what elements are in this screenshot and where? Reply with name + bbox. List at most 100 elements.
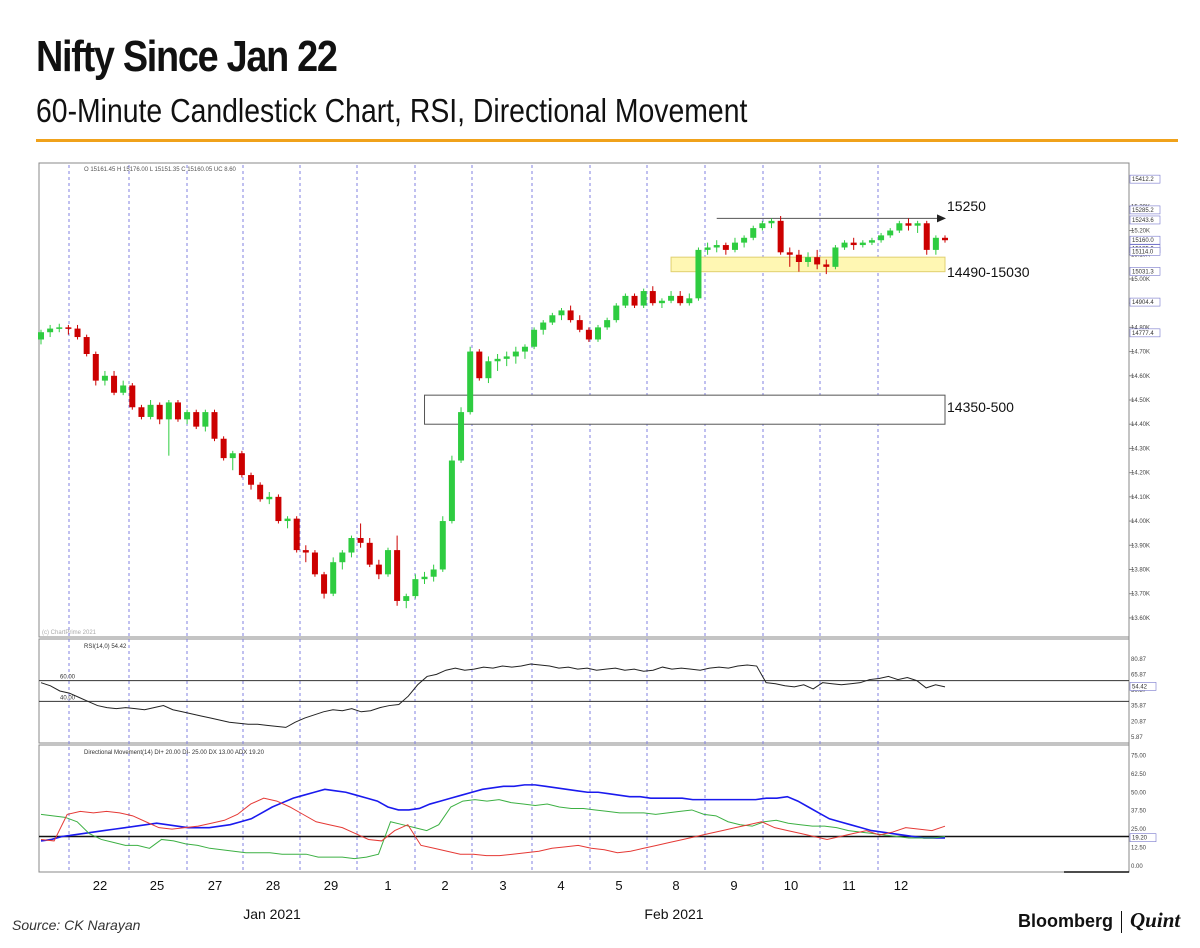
price-marker-label: 14904.4 xyxy=(1132,300,1154,306)
price-tick-label: 15.20K xyxy=(1131,229,1150,235)
candle xyxy=(366,542,373,565)
price-tick-label: 15.10K xyxy=(1131,253,1150,259)
dm-series-di xyxy=(40,797,946,857)
dm-title: Directional Movement(14) DI+ 20.00 DI- 2… xyxy=(84,750,265,756)
candle xyxy=(649,291,656,304)
dm-series-di xyxy=(40,799,946,860)
candle xyxy=(330,562,337,594)
candle xyxy=(521,346,528,352)
annotation-zone-lower-label: 14350-500 xyxy=(947,399,1014,415)
candle xyxy=(695,249,702,299)
x-tick-label: 12 xyxy=(894,878,908,893)
annotation-resistance-label: 15250 xyxy=(947,198,986,214)
candle xyxy=(595,327,602,340)
rsi-tick-label: 20.87 xyxy=(1131,719,1147,725)
price-tick-label: 14.80K xyxy=(1131,325,1150,331)
candle xyxy=(859,242,866,246)
candle xyxy=(156,404,163,420)
candle xyxy=(485,361,492,379)
candle xyxy=(631,295,638,306)
candle xyxy=(120,385,127,393)
price-tick-label: 14.10K xyxy=(1131,495,1150,501)
candle xyxy=(722,245,729,250)
candle xyxy=(731,242,738,250)
candle xyxy=(622,295,629,306)
x-tick-label: 2 xyxy=(441,878,448,893)
price-marker-label: 15031.3 xyxy=(1132,269,1154,275)
candle xyxy=(558,310,565,316)
x-tick-label: 27 xyxy=(208,878,222,893)
candle xyxy=(467,351,474,413)
candle xyxy=(101,375,108,381)
dm-series-adx xyxy=(40,784,945,842)
price-tick-label: 14.20K xyxy=(1131,471,1150,477)
rsi-tick-label: 35.87 xyxy=(1131,704,1147,710)
price-marker-label: 15412.2 xyxy=(1132,177,1154,183)
price-marker xyxy=(1129,328,1161,338)
candle xyxy=(576,320,583,330)
month-label-jan: Jan 2021 xyxy=(243,906,301,922)
chart-watermark: (c) ChartPrime 2021 xyxy=(42,630,97,636)
chart-subtitle: 60-Minute Candlestick Chart, RSI, Direct… xyxy=(36,92,748,129)
candle xyxy=(567,310,574,321)
candle xyxy=(640,291,647,306)
candle xyxy=(823,264,830,267)
candle xyxy=(585,329,592,340)
candle xyxy=(887,230,894,236)
price-marker xyxy=(1129,297,1161,307)
candle xyxy=(759,223,766,229)
candle xyxy=(174,402,181,420)
price-marker xyxy=(1129,205,1161,215)
candle xyxy=(202,412,209,427)
rsi-panel xyxy=(38,638,1130,744)
candle xyxy=(841,242,848,248)
candle xyxy=(275,496,282,522)
candle xyxy=(668,295,675,301)
candle xyxy=(741,237,748,243)
brand-logo: Bloomberg Quint xyxy=(1018,908,1180,934)
candle xyxy=(220,438,227,459)
candle xyxy=(238,453,245,476)
candle xyxy=(439,521,446,570)
dm-tick-label: 37.50 xyxy=(1131,809,1147,815)
candle xyxy=(430,569,437,577)
dm-tick-label: 12.50 xyxy=(1131,846,1147,852)
candle xyxy=(257,484,264,500)
candle xyxy=(357,538,364,543)
candle xyxy=(375,564,382,575)
x-tick-label: 11 xyxy=(842,878,856,893)
price-tick-label: 14.00K xyxy=(1131,519,1150,525)
candle xyxy=(394,550,401,601)
x-tick-label: 29 xyxy=(324,878,338,893)
candle xyxy=(531,329,538,347)
price-marker xyxy=(1129,247,1161,256)
candle xyxy=(768,220,775,224)
candle xyxy=(184,412,191,420)
candle xyxy=(74,328,81,338)
price-tick-label: 13.90K xyxy=(1131,543,1150,549)
candle xyxy=(750,228,757,238)
candle xyxy=(658,300,665,304)
candle xyxy=(83,337,90,354)
candle xyxy=(923,223,930,250)
candle xyxy=(686,298,693,304)
candle xyxy=(850,242,857,246)
candle xyxy=(229,453,236,459)
price-tick-label: 13.70K xyxy=(1131,592,1150,598)
candle xyxy=(56,327,63,329)
dm-tick-label: 25.00 xyxy=(1131,827,1147,833)
candle xyxy=(165,402,172,420)
candle xyxy=(147,404,154,417)
candle xyxy=(321,574,328,594)
candle xyxy=(248,475,255,485)
candle xyxy=(795,254,802,262)
candle xyxy=(38,332,44,340)
candle xyxy=(284,518,291,522)
price-marker-label: 15114.0 xyxy=(1132,249,1154,255)
price-marker-label: 14777.4 xyxy=(1132,331,1154,337)
price-marker-label: 15160.0 xyxy=(1132,238,1154,244)
dm-last-value: 19.20 xyxy=(1132,836,1148,842)
rsi-reference-label: 60.00 xyxy=(60,675,76,681)
candle xyxy=(47,328,54,333)
